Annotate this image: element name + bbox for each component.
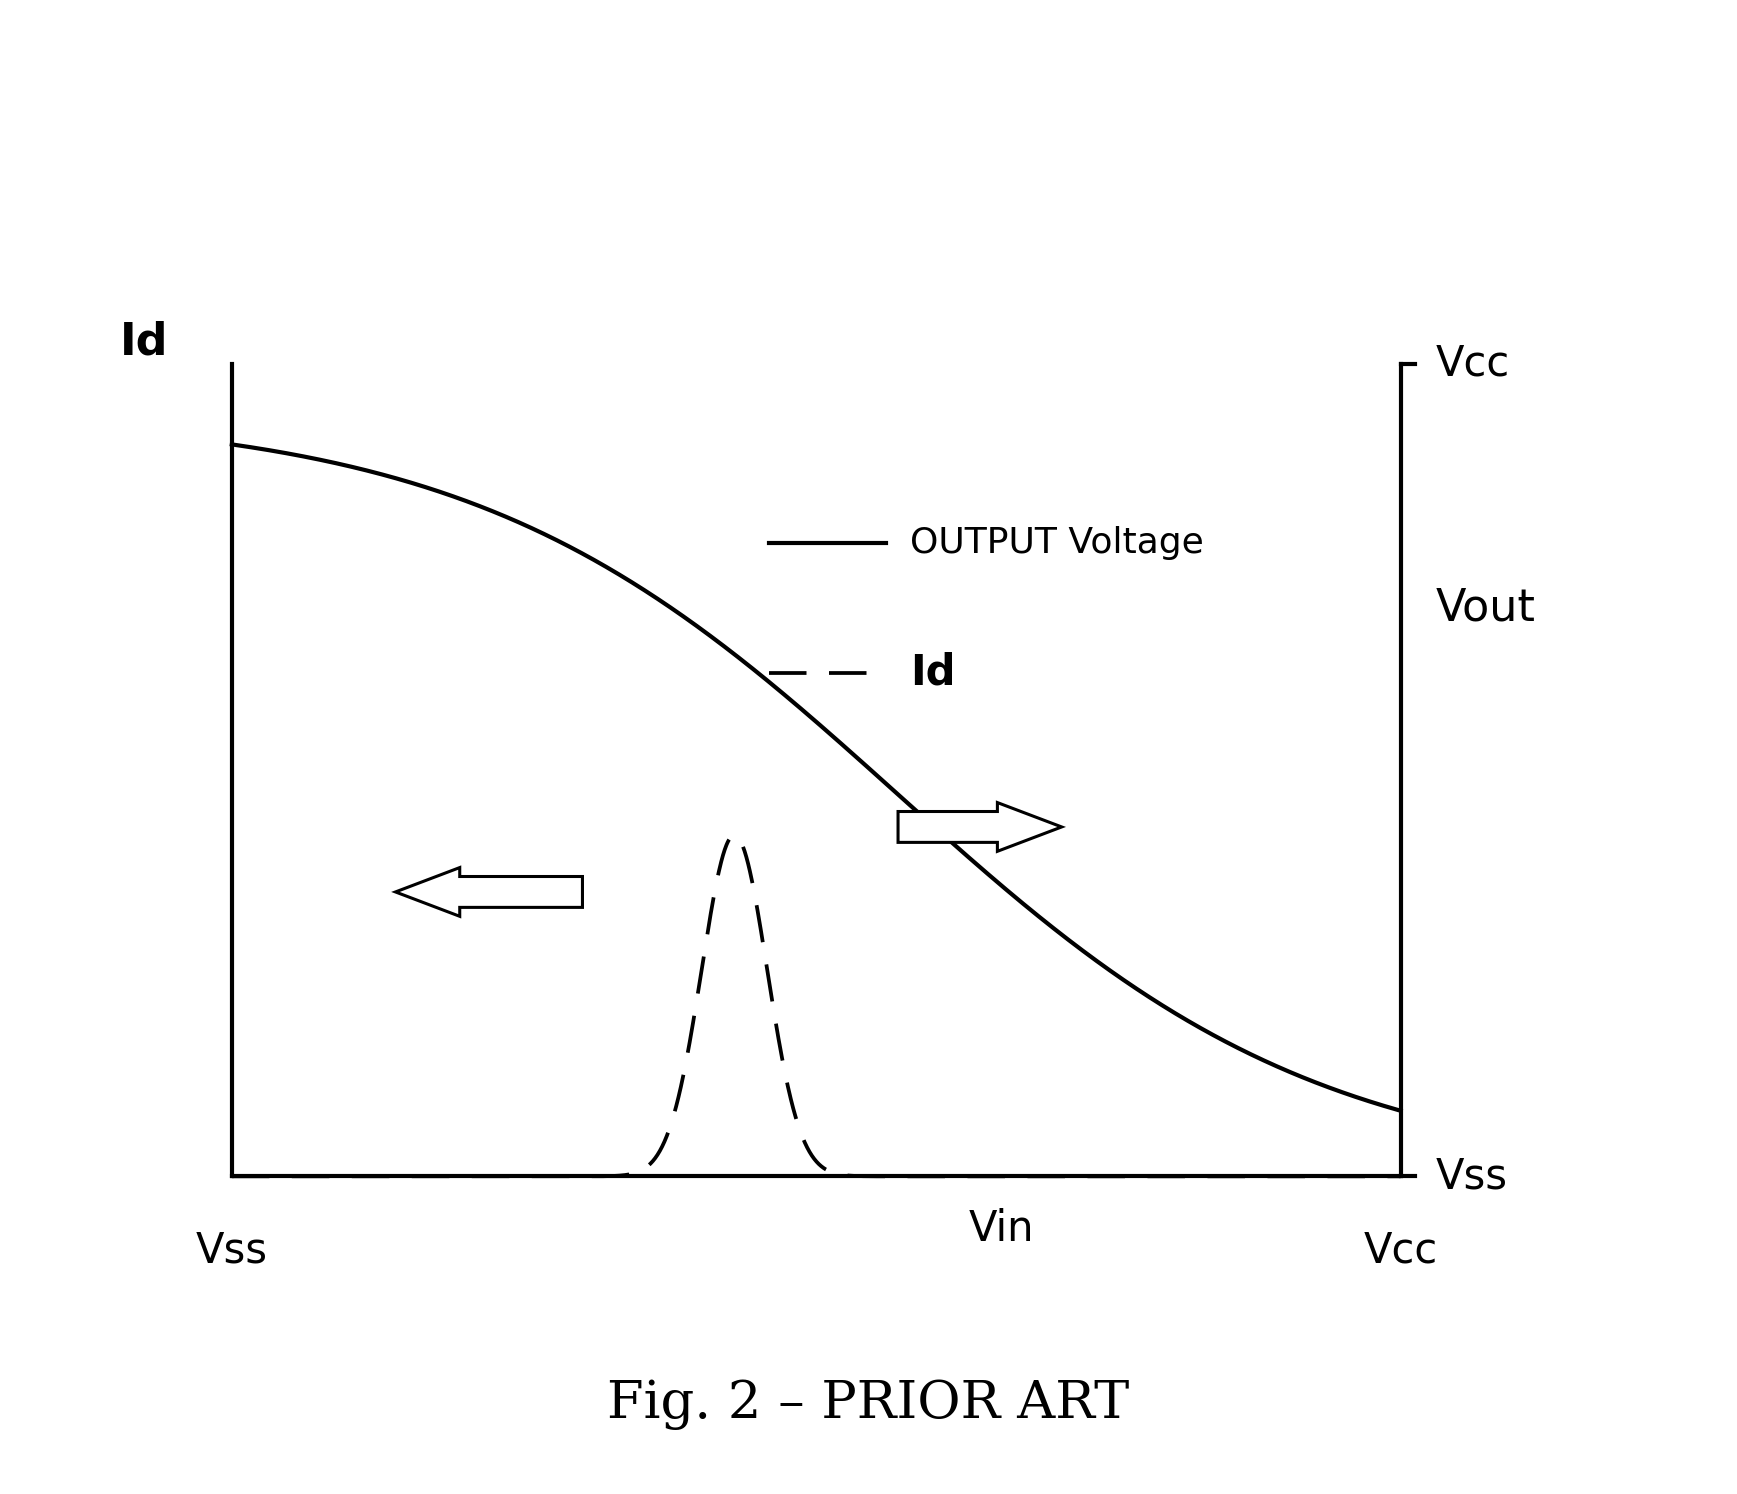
Text: OUTPUT Voltage: OUTPUT Voltage: [910, 526, 1204, 560]
Text: Id: Id: [910, 651, 955, 693]
Text: Id: Id: [120, 321, 168, 365]
FancyArrow shape: [898, 802, 1061, 852]
FancyArrow shape: [396, 868, 582, 916]
Text: Vcc: Vcc: [1436, 342, 1509, 385]
Text: Vcc: Vcc: [1364, 1230, 1438, 1271]
Text: Vin: Vin: [968, 1209, 1034, 1250]
Text: Vss: Vss: [196, 1230, 267, 1271]
Text: Vout: Vout: [1436, 586, 1536, 629]
Text: Vss: Vss: [1436, 1155, 1508, 1197]
Text: Fig. 2 – PRIOR ART: Fig. 2 – PRIOR ART: [608, 1379, 1129, 1430]
